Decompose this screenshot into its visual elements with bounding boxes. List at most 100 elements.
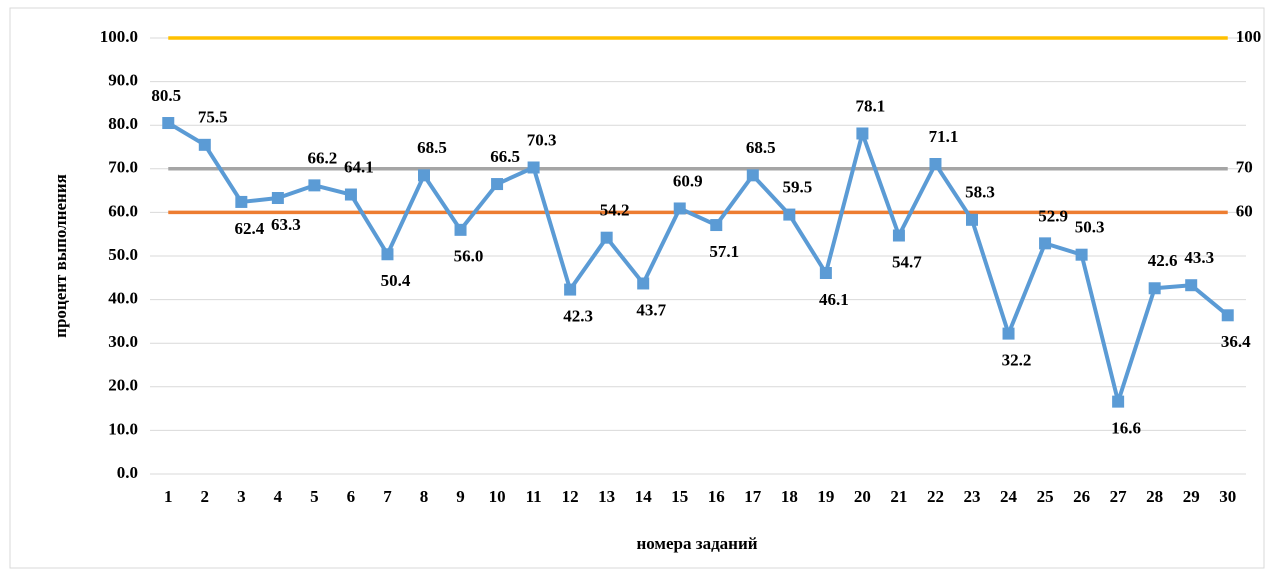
- x-tick-label: 28: [1146, 487, 1163, 506]
- y-tick-label: 0.0: [117, 463, 138, 482]
- x-tick-label: 7: [383, 487, 392, 506]
- marker: [418, 169, 430, 182]
- data-label: 64.1: [344, 157, 374, 176]
- x-tick-label: 25: [1037, 487, 1054, 506]
- marker: [271, 192, 284, 205]
- marker: [600, 231, 613, 244]
- data-label: 54.7: [892, 252, 922, 271]
- series-line: [167, 121, 1230, 404]
- data-label: 66.5: [490, 147, 520, 166]
- data-label: 36.4: [1221, 332, 1251, 351]
- marker: [892, 229, 905, 242]
- y-tick-label: 10.0: [108, 419, 138, 438]
- data-label: 66.2: [308, 148, 338, 167]
- marker: [966, 213, 978, 226]
- x-tick-label: 10: [489, 487, 506, 506]
- marker: [491, 178, 504, 191]
- marker: [198, 138, 211, 151]
- marker: [1221, 309, 1234, 322]
- x-tick-label: 27: [1110, 487, 1128, 506]
- x-tick-label: 22: [927, 487, 944, 506]
- x-tick-label: 1: [164, 487, 173, 506]
- marker: [746, 169, 759, 182]
- marker: [564, 283, 577, 296]
- marker: [673, 202, 686, 215]
- marker: [162, 117, 175, 130]
- data-label: 75.5: [198, 108, 228, 127]
- marker: [308, 179, 321, 192]
- x-tick-label: 30: [1219, 487, 1236, 506]
- y-tick-label: 60.0: [108, 201, 138, 220]
- x-tick-label: 26: [1073, 487, 1090, 506]
- x-tick-label: 9: [456, 487, 465, 506]
- y-tick-label: 40.0: [108, 289, 138, 308]
- x-tick-label: 5: [310, 487, 319, 506]
- data-label: 54.2: [600, 201, 630, 220]
- y-tick-label: 80.0: [108, 114, 138, 133]
- data-label: 32.2: [1002, 351, 1032, 370]
- y-tick-label: 20.0: [108, 376, 138, 395]
- data-label: 16.6: [1111, 419, 1141, 438]
- x-tick-label: 3: [237, 487, 246, 506]
- x-tick-label: 14: [635, 487, 653, 506]
- data-label: 46.1: [819, 290, 849, 309]
- x-tick-label: 11: [526, 487, 542, 506]
- marker: [527, 161, 540, 174]
- data-label: 68.5: [417, 138, 447, 157]
- data-label: 43.7: [636, 300, 666, 319]
- data-label: 70.3: [527, 130, 557, 149]
- data-label: 63.3: [271, 215, 301, 234]
- data-label: 52.9: [1038, 206, 1068, 225]
- data-label: 50.4: [381, 271, 411, 290]
- data-label: 80.5: [151, 86, 181, 105]
- data-label: 42.6: [1148, 251, 1178, 270]
- marker: [381, 248, 394, 261]
- x-tick-label: 18: [781, 487, 798, 506]
- x-tick-label: 15: [671, 487, 688, 506]
- data-label: 56.0: [454, 247, 484, 266]
- x-tick-label: 12: [562, 487, 579, 506]
- marker: [783, 208, 796, 221]
- x-tick-label: 13: [598, 487, 615, 506]
- marker: [1075, 248, 1088, 261]
- marker: [1039, 237, 1052, 250]
- x-tick-label: 17: [744, 487, 762, 506]
- marker: [1148, 282, 1161, 295]
- data-label: 62.4: [234, 219, 264, 238]
- marker: [856, 127, 869, 140]
- y-tick-label: 50.0: [108, 245, 138, 264]
- data-label: 50.3: [1075, 218, 1105, 237]
- marker: [1112, 395, 1125, 408]
- data-label: 57.1: [709, 242, 739, 261]
- x-tick-label: 23: [964, 487, 981, 506]
- marker: [710, 219, 723, 232]
- data-label: 42.3: [563, 306, 593, 325]
- reference-label: 60: [1236, 201, 1253, 220]
- reference-label: 70: [1236, 158, 1253, 177]
- x-tick-label: 19: [817, 487, 834, 506]
- data-label: 60.9: [673, 171, 703, 190]
- x-tick-label: 21: [890, 487, 907, 506]
- marker: [1185, 279, 1198, 292]
- x-tick-label: 16: [708, 487, 725, 506]
- data-label: 59.5: [782, 177, 812, 196]
- reference-label: 100: [1236, 27, 1262, 46]
- data-label: 58.3: [965, 183, 995, 202]
- x-tick-label: 2: [201, 487, 210, 506]
- data-label: 78.1: [856, 96, 886, 115]
- chart-border: [9, 7, 1265, 569]
- x-axis-title: номера заданий: [636, 534, 757, 553]
- marker: [344, 188, 357, 201]
- data-label: 43.3: [1184, 248, 1214, 267]
- marker: [1002, 327, 1015, 340]
- x-tick-label: 20: [854, 487, 871, 506]
- marker: [819, 267, 832, 280]
- y-tick-label: 30.0: [108, 332, 138, 351]
- data-label: 71.1: [929, 127, 959, 146]
- x-tick-label: 4: [274, 487, 283, 506]
- data-label: 68.5: [746, 138, 776, 157]
- y-axis-title: процент выполнения: [51, 174, 70, 338]
- x-tick-label: 8: [420, 487, 429, 506]
- marker: [637, 277, 650, 290]
